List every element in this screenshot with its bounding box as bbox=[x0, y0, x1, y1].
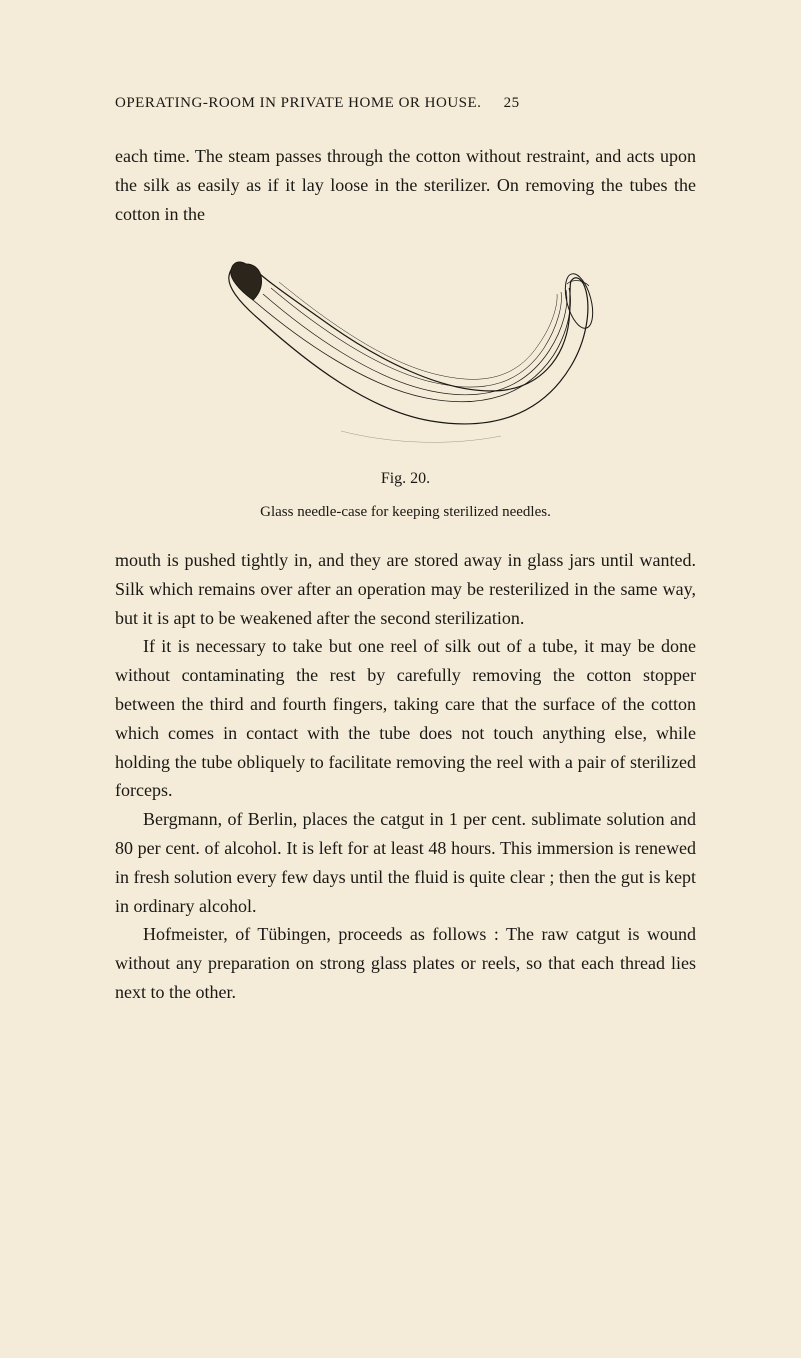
figure-caption: Glass needle-case for keeping sterilized… bbox=[115, 500, 696, 524]
paragraph-1: each time. The steam passes through the … bbox=[115, 142, 696, 228]
paragraph-2: mouth is pushed tightly in, and they are… bbox=[115, 546, 696, 632]
header-title: OPERATING-ROOM IN PRIVATE HOME OR HOUSE. bbox=[115, 95, 481, 111]
running-header: OPERATING-ROOM IN PRIVATE HOME OR HOUSE.… bbox=[115, 95, 696, 112]
figure-label: Fig. 20. bbox=[115, 466, 696, 492]
paragraph-5: Hofmeister, of Tübingen, proceeds as fol… bbox=[115, 920, 696, 1006]
page-number: 25 bbox=[504, 95, 520, 111]
page-body: each time. The steam passes through the … bbox=[115, 142, 696, 1007]
needle-case-illustration bbox=[191, 246, 621, 456]
paragraph-4: Bergmann, of Berlin, places the catgut i… bbox=[115, 805, 696, 920]
figure-20: Fig. 20. Glass needle-case for keeping s… bbox=[115, 246, 696, 524]
paragraph-3: If it is necessary to take but one reel … bbox=[115, 632, 696, 805]
